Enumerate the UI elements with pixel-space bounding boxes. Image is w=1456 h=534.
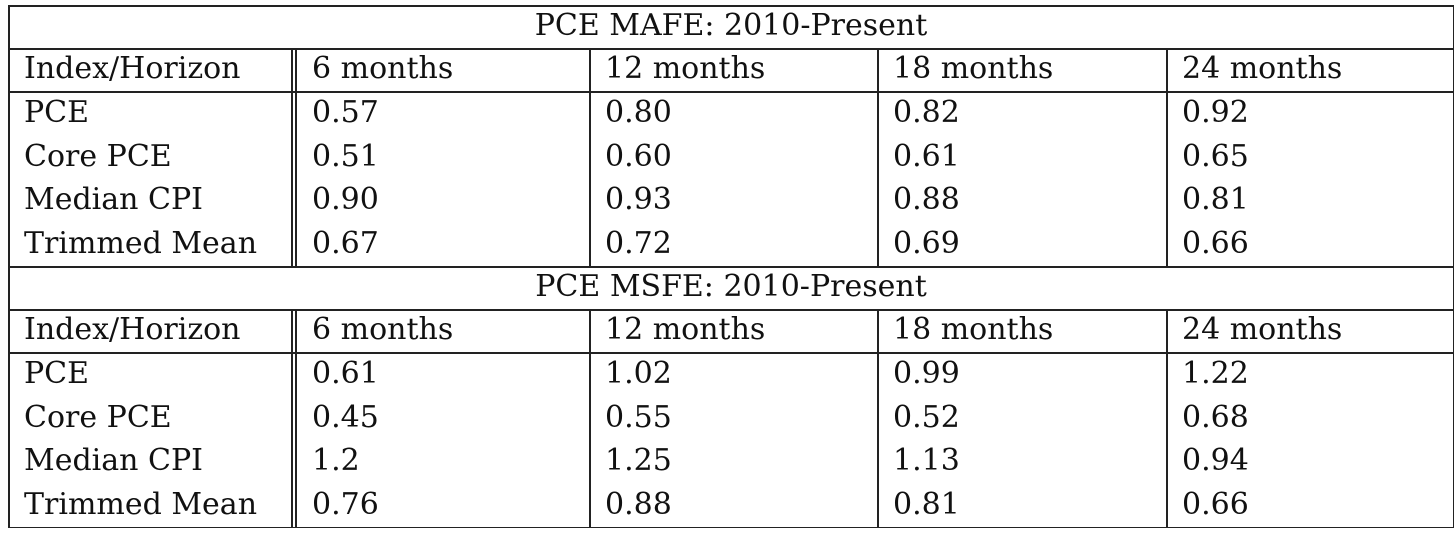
column-divider: [589, 309, 591, 528]
header-rule: [8, 91, 1454, 93]
table-cell: 0.92: [1182, 95, 1249, 130]
column-header: 24 months: [1182, 312, 1343, 347]
table-cell: 0.81: [1182, 182, 1249, 217]
row-label: Core PCE: [24, 399, 172, 435]
table-cell: 0.99: [893, 356, 960, 391]
column-divider-double-b: [295, 48, 297, 266]
table-cell: 0.67: [312, 225, 379, 261]
table-cell: 0.81: [893, 486, 960, 522]
table-cell: 0.55: [605, 399, 672, 435]
row-label: Median CPI: [24, 182, 204, 217]
table-cell: 0.65: [1182, 138, 1249, 174]
row-label: Core PCE: [24, 138, 172, 174]
header-rule: [8, 352, 1454, 354]
table-cell: 0.69: [893, 225, 960, 261]
section-title: PCE MAFE: 2010-Present: [534, 8, 928, 43]
row-label: PCE: [24, 356, 90, 391]
column-divider: [589, 48, 591, 266]
table-cell: 0.68: [1182, 399, 1249, 435]
section-title: PCE MSFE: 2010-Present: [535, 269, 927, 304]
table-cell: 0.72: [605, 225, 672, 261]
column-divider: [877, 48, 879, 266]
row-header-label: Index/Horizon: [24, 312, 241, 347]
table-cell: 0.57: [312, 95, 379, 130]
table-cell: 0.51: [312, 138, 379, 174]
column-divider-double-b: [295, 309, 297, 528]
table-cell: 0.45: [312, 399, 379, 435]
table-cell: 0.60: [605, 138, 672, 174]
table-cell: 0.61: [312, 356, 379, 391]
table-cell: 1.13: [893, 443, 960, 478]
column-header: 6 months: [312, 312, 454, 347]
column-divider-double-a: [291, 309, 293, 528]
table-cell: 1.25: [605, 443, 672, 478]
title-rule: [8, 48, 1454, 50]
table-cell: 0.52: [893, 399, 960, 435]
table-cell: 0.66: [1182, 225, 1249, 261]
row-header-label: Index/Horizon: [24, 51, 241, 86]
column-header: 12 months: [605, 51, 766, 86]
table-cell: 0.88: [893, 182, 960, 217]
row-label: Trimmed Mean: [24, 486, 258, 522]
column-header: 18 months: [893, 51, 1054, 86]
table-cell: 0.80: [605, 95, 672, 130]
table-cell: 0.82: [893, 95, 960, 130]
table-border-top: [8, 5, 1454, 7]
column-divider: [877, 309, 879, 528]
row-label: PCE: [24, 95, 90, 130]
table-cell: 1.02: [605, 356, 672, 391]
column-divider: [1166, 309, 1168, 528]
table-cell: 0.93: [605, 182, 672, 217]
section-rule: [8, 266, 1454, 268]
table-cell: 0.61: [893, 138, 960, 174]
column-header: 18 months: [893, 312, 1054, 347]
title-rule: [8, 309, 1454, 311]
table-cell: 0.66: [1182, 486, 1249, 522]
forecast-error-table: PCE MAFE: 2010-Present Index/Horizon 6 mon…: [8, 5, 1454, 528]
table-cell: 1.2: [312, 443, 360, 478]
column-divider-double-a: [291, 48, 293, 266]
row-label: Trimmed Mean: [24, 225, 258, 261]
table-cell: 0.94: [1182, 443, 1249, 478]
column-header: 6 months: [312, 51, 454, 86]
table-cell: 0.88: [605, 486, 672, 522]
row-label: Median CPI: [24, 443, 204, 478]
table-cell: 1.22: [1182, 356, 1249, 391]
table-border-bottom: [8, 526, 1454, 528]
column-header: 12 months: [605, 312, 766, 347]
column-header: 24 months: [1182, 51, 1343, 86]
table-cell: 0.90: [312, 182, 379, 217]
column-divider: [1166, 48, 1168, 266]
table-cell: 0.76: [312, 486, 379, 522]
